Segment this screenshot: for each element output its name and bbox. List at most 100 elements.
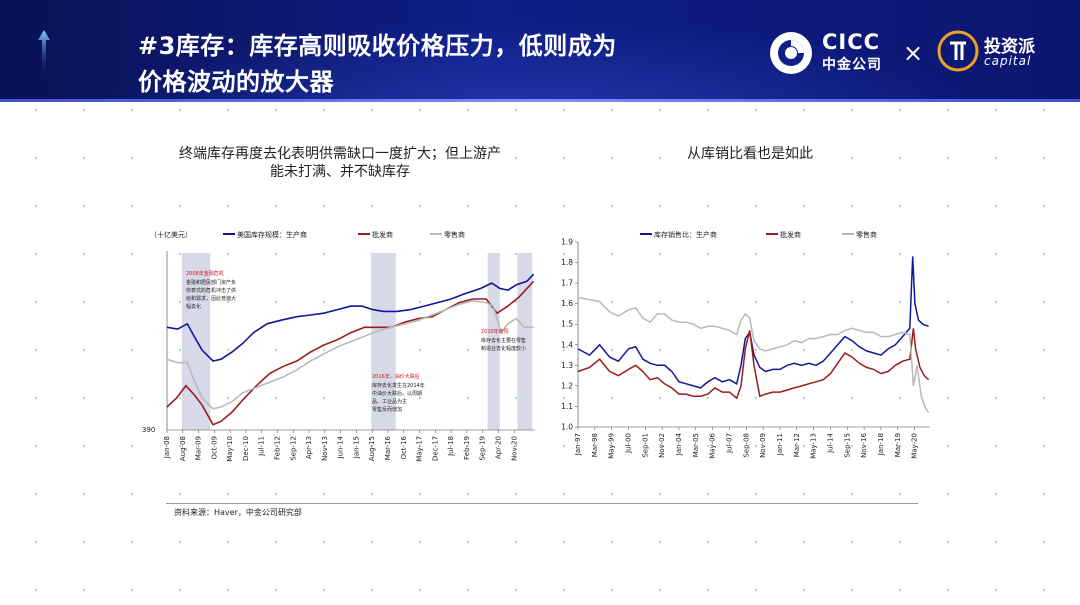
grid-dot (802, 156, 806, 160)
grid-dot (34, 492, 38, 496)
grid-dot (34, 588, 38, 592)
x-tick-label: Mar-98 (591, 433, 599, 457)
x-tick-label: Oct-16 (400, 435, 408, 459)
grid-dot (322, 156, 326, 160)
grid-dot (658, 588, 662, 592)
x-tick-label: Jan-08 (163, 436, 171, 459)
grid-dot (898, 396, 902, 400)
grid-dot (610, 204, 614, 208)
grid-dot (322, 396, 326, 400)
grid-dot (562, 252, 566, 256)
grid-dot (994, 588, 998, 592)
y-min-label: 390 (142, 426, 155, 434)
grid-dot (994, 540, 998, 544)
grid-dot (370, 108, 374, 112)
y-tick-label: 1.8 (561, 258, 573, 267)
grid-dot (370, 204, 374, 208)
grid-dot (130, 156, 134, 160)
x-tick-label: May-20 (911, 433, 919, 459)
x-tick-label: Nov-20 (510, 436, 518, 461)
grid-dot (898, 492, 902, 496)
grid-dot (514, 204, 518, 208)
annotation-text: 库存去化发生在2014年 (372, 382, 425, 389)
legend-label: 零售商 (856, 230, 877, 239)
grid-dot (130, 492, 134, 496)
grid-dot (82, 156, 86, 160)
grid-dot (562, 156, 566, 160)
grid-dot (850, 252, 854, 256)
grid-dot (178, 444, 182, 448)
y-tick-label: 1.3 (561, 361, 573, 370)
grid-dot (274, 348, 278, 352)
grid-dot (82, 492, 86, 496)
touzipai-logo-en-text: capital (984, 54, 1032, 68)
grid-dot (466, 156, 470, 160)
inventory-level-chart: （十亿美元） 390 Jan-08 Aug-08 Mar-09 Oct-09 May-10 D… (142, 230, 535, 462)
grid-dot (850, 108, 854, 112)
y-tick-label: 1.1 (561, 402, 573, 411)
header-banner: #3库存：库存高则吸收价格压力，低则成为 价格波动的放大器 CICC 中金公司 … (0, 0, 1080, 102)
grid-dot (130, 396, 134, 400)
legend-label: 美国库存规模：生产商 (237, 230, 307, 239)
grid-dot (274, 300, 278, 304)
left-chart-title-line2: 能未打满、并不缺库存 (270, 164, 410, 180)
grid-dot (130, 348, 134, 352)
grid-dot (610, 492, 614, 496)
grid-dot (514, 540, 518, 544)
x-tick-label: May-13 (810, 433, 818, 459)
grid-dot (754, 444, 758, 448)
x-tick-label: Jan-15 (352, 436, 360, 459)
page-title-line2: 价格波动的放大器 (138, 68, 334, 96)
grid-dot (706, 204, 710, 208)
grid-dot (946, 108, 950, 112)
x-tick-label: Mar-16 (384, 435, 392, 460)
grid-dot (82, 588, 86, 592)
x-tick-label: May-06 (709, 432, 717, 458)
grid-dot (514, 108, 518, 112)
grid-dot (226, 444, 230, 448)
grid-dot (898, 300, 902, 304)
grid-dot (1042, 300, 1046, 304)
grid-dot (850, 204, 854, 208)
header-divider (0, 99, 1080, 102)
grid-dot (610, 300, 614, 304)
grid-dot (706, 348, 710, 352)
grid-dot (226, 492, 230, 496)
annotation-title: 2020年疫情 (481, 328, 509, 335)
x-tick-label: Nov-09 (759, 433, 767, 458)
grid-dot (274, 204, 278, 208)
grid-dot (658, 300, 662, 304)
grid-dot (178, 108, 182, 112)
grid-dot (418, 252, 422, 256)
grid-dot (274, 156, 278, 160)
y-tick-label: 1.0 (561, 423, 573, 432)
x-tick-label: Jul-14 (826, 432, 834, 453)
grid-dot (82, 348, 86, 352)
x-tick-label: Nov-16 (860, 432, 868, 457)
grid-dot (178, 348, 182, 352)
grid-dot (706, 492, 710, 496)
grid-dot (178, 156, 182, 160)
grid-dot (82, 108, 86, 112)
grid-dot (706, 252, 710, 256)
grid-dot (802, 444, 806, 448)
grid-dot (994, 396, 998, 400)
grid-dot (658, 348, 662, 352)
grid-dot (802, 588, 806, 592)
series-line-3 (577, 296, 930, 414)
x-tick-label: Apr-20 (494, 436, 502, 459)
left-chart-title-line1: 终端库存再度去化表明供需缺口一度扩大；但上游产 (179, 146, 501, 162)
grid-dot (274, 396, 278, 400)
grid-dot (226, 588, 230, 592)
grid-dot (82, 300, 86, 304)
y-tick-label: 1.7 (561, 279, 573, 288)
grid-dot (994, 348, 998, 352)
grid-dot (754, 348, 758, 352)
grid-dot (34, 396, 38, 400)
grid-dot (562, 540, 566, 544)
grid-dot (322, 252, 326, 256)
grid-dot (994, 156, 998, 160)
grid-dot (322, 588, 326, 592)
grid-dot (370, 444, 374, 448)
grid-dot (562, 348, 566, 352)
